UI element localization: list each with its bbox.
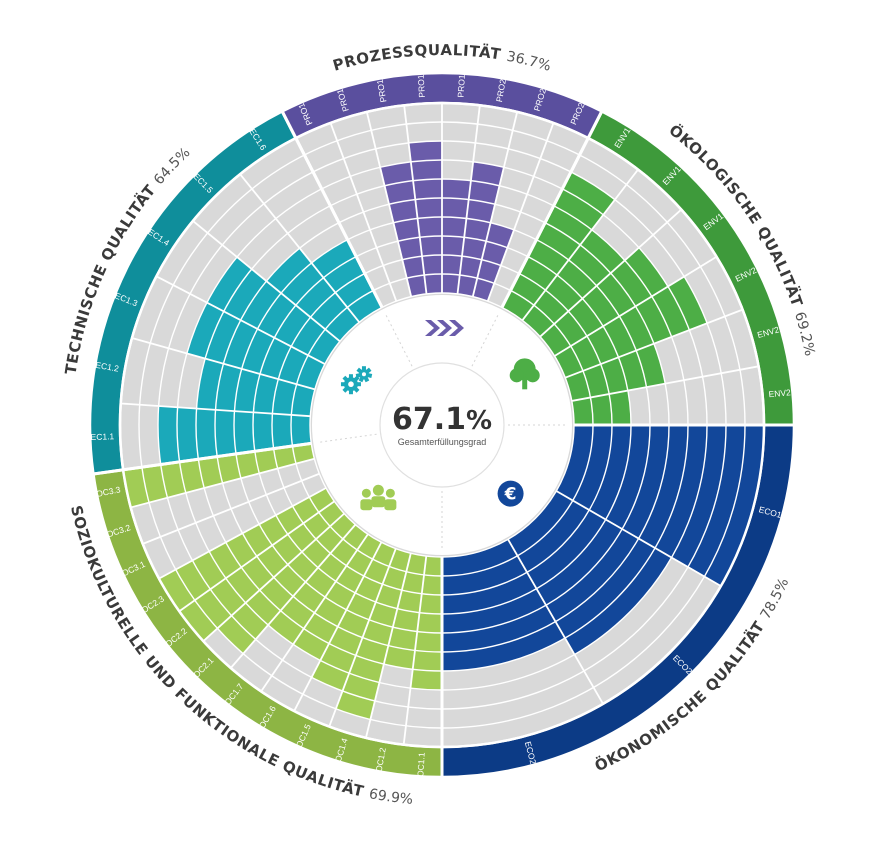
euro-icon: €: [497, 480, 524, 507]
level-ring: [214, 197, 670, 653]
total-label: Gesamterfüllungsgrad: [398, 437, 487, 447]
center-layer: 67.1% Gesamterfüllungsgrad €: [312, 295, 572, 555]
bar-tec1-2: [196, 358, 315, 417]
bar-eco1-1: [556, 425, 764, 586]
criterion-label: TEC1.1: [85, 431, 114, 442]
bar-tec1-3: [186, 302, 325, 390]
level-ring: [271, 254, 613, 596]
people-icon: [360, 484, 397, 511]
level-ring: [309, 292, 575, 558]
bar-soc2-1: [217, 513, 356, 654]
gears-icon: [340, 366, 373, 395]
bar-soc1-7: [268, 524, 368, 645]
level-ring: [252, 235, 632, 615]
criterion-label: ENV2.3: [768, 387, 798, 400]
level-ring: [195, 178, 689, 672]
category-percent: 36.7%: [505, 49, 552, 75]
bar-soc1-5: [311, 542, 396, 692]
grid-layer: [93, 101, 794, 777]
bar-soc2-3: [159, 487, 335, 612]
criterion-label: SOC1.1: [415, 752, 427, 783]
total-unit: %: [466, 406, 492, 436]
bar-soc1-6: [293, 534, 382, 661]
level-ring: [290, 273, 594, 577]
level-ring: [233, 216, 651, 634]
category-percent: 69.2%: [791, 310, 817, 357]
svg-text:€: €: [504, 485, 517, 505]
criterion-label: PRO1.5: [456, 67, 468, 98]
bar-pro1-3: [380, 161, 427, 297]
total-value: 67.1%: [392, 402, 492, 437]
bar-soc1-1: [410, 556, 442, 690]
bar-env2-1: [554, 276, 708, 378]
level-ring: [176, 159, 708, 691]
level-ring: [157, 140, 727, 710]
criterion-label: TEC1.2: [90, 359, 120, 374]
bar-env2-2: [565, 343, 666, 401]
bar-pro2-2: [472, 222, 514, 302]
category-percent: 69.9%: [368, 786, 414, 808]
center-divider: [317, 433, 377, 444]
center-divider: [471, 312, 500, 367]
tree-icon: [509, 358, 540, 390]
bar-env1-1: [501, 171, 615, 321]
level-ring: [118, 101, 766, 749]
criterion-label: PRO1.4: [415, 67, 427, 98]
chevrons-icon: [425, 320, 464, 336]
category-percent: 78.5%: [758, 576, 793, 623]
center-divider: [384, 312, 413, 367]
criterion-separator: [93, 441, 312, 476]
level-ring: [138, 121, 746, 729]
bar-soc1-4: [335, 548, 411, 720]
bar-soc3-3: [123, 443, 315, 508]
bar-pro2-1: [457, 161, 504, 297]
total-number: 67.1: [392, 402, 466, 437]
bar-soc2-2: [179, 501, 345, 642]
center-inner-ring: [379, 362, 505, 488]
bar-env1-2: [522, 229, 625, 337]
category-title-pro: PROZESSQUALITÄT 36.7%: [331, 41, 553, 75]
criterion-separator: [500, 110, 604, 309]
bar-tec1-6: [311, 239, 383, 323]
bar-env2-3: [571, 390, 631, 425]
criterion-separator: [280, 110, 384, 309]
